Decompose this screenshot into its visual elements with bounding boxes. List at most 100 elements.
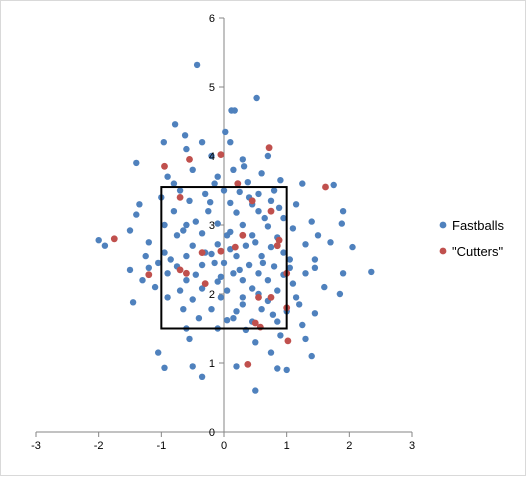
fastball-point — [261, 214, 268, 222]
cutter-point — [186, 156, 193, 163]
fastball-point — [183, 252, 190, 260]
fastball-point — [230, 315, 237, 322]
fastball-point — [207, 199, 214, 206]
fastball-point — [230, 166, 237, 173]
fastball-point — [205, 208, 212, 215]
fastball-point — [231, 107, 238, 114]
fastball-point — [311, 256, 319, 263]
fastball-point — [330, 181, 337, 189]
fastball-point — [133, 211, 140, 218]
cutter-point — [251, 319, 259, 327]
fastball-point — [308, 352, 315, 360]
x-tick-label: 2 — [346, 440, 352, 452]
fastball-point — [249, 232, 256, 239]
fastball-point — [208, 250, 215, 258]
y-tick-label: 3 — [209, 220, 215, 232]
cutter-point — [284, 337, 292, 345]
cutter-point — [265, 144, 273, 152]
fastball-point — [258, 170, 265, 177]
fastball-point — [164, 270, 171, 277]
fastball-point — [145, 239, 152, 246]
fastball-point — [145, 264, 152, 271]
cutter-point — [248, 197, 256, 205]
fastball-point — [101, 242, 109, 249]
fastball-point — [236, 266, 243, 274]
y-tick-label: 2 — [209, 289, 215, 301]
fastball-point — [292, 294, 300, 301]
series-cutters — [110, 144, 329, 368]
fastball-point — [242, 242, 250, 249]
fastball-point — [181, 132, 189, 139]
cutter-point — [110, 235, 118, 243]
cutter-point — [267, 294, 275, 301]
cutter-point — [217, 247, 225, 255]
fastball-point — [230, 270, 237, 277]
fastball-point — [193, 61, 201, 69]
fastball-point — [195, 315, 203, 322]
legend: Fastballs "Cutters" — [439, 218, 505, 259]
fastball-point — [339, 270, 347, 277]
fastball-point — [239, 294, 246, 301]
cutter-point — [231, 243, 239, 251]
fastball-point — [302, 335, 309, 343]
fastball-point — [258, 252, 265, 260]
fastball-point — [311, 310, 319, 317]
fastball-point — [368, 268, 375, 276]
fastball-point — [189, 242, 196, 249]
y-tick-label: 6 — [209, 13, 215, 25]
fastball-point — [253, 94, 260, 102]
cutter-point — [201, 280, 209, 287]
fastball-point — [186, 197, 193, 204]
fastball-point — [198, 373, 206, 380]
fastball-point — [302, 270, 309, 277]
fastball-point — [192, 218, 199, 225]
fastball-point — [233, 363, 240, 370]
fastball-point — [289, 225, 297, 232]
fastball-point — [264, 223, 272, 230]
x-tick-label: 3 — [409, 440, 415, 452]
fastball-point — [180, 306, 187, 313]
fastball-point — [192, 271, 199, 278]
fastball-point — [264, 152, 272, 160]
legend-label: "Cutters" — [452, 244, 504, 259]
cutter-point — [176, 266, 184, 274]
fastball-point — [302, 241, 309, 248]
fastball-point — [176, 187, 184, 194]
fastball-point — [220, 259, 228, 267]
fastball-point — [198, 261, 206, 269]
fastball-point — [289, 280, 297, 287]
fastball-point — [208, 306, 215, 313]
fastball-point — [274, 365, 281, 372]
fastball-point — [233, 252, 240, 260]
y-tick-label: 1 — [209, 358, 215, 370]
fastball-point — [314, 232, 322, 239]
fastball-point — [217, 294, 225, 301]
fastball-point — [267, 243, 275, 251]
y-tick-label: 5 — [209, 82, 215, 94]
fastball-point — [189, 296, 196, 303]
fastball-point — [274, 287, 281, 294]
fastball-point — [349, 243, 356, 251]
fastball-point — [155, 349, 162, 356]
fastball-point — [183, 145, 190, 153]
cutter-point — [275, 236, 283, 244]
fastball-point — [280, 214, 287, 222]
fastball-point — [180, 227, 187, 234]
fastball-point — [270, 263, 278, 270]
fastball-point — [280, 249, 287, 256]
fastball-point — [161, 249, 168, 256]
legend-marker — [439, 247, 447, 255]
fastball-point — [255, 208, 262, 215]
fastball-point — [270, 187, 278, 194]
fastball-point — [95, 237, 102, 244]
fastball-point — [227, 228, 234, 236]
fastball-point — [338, 220, 345, 227]
fastball-point — [258, 306, 265, 313]
fastball-point — [233, 308, 240, 315]
fastball-point — [217, 273, 225, 280]
fastball-point — [223, 287, 231, 294]
fastball-point — [339, 208, 347, 215]
fastball-point — [267, 197, 275, 204]
legend-marker — [439, 221, 447, 229]
